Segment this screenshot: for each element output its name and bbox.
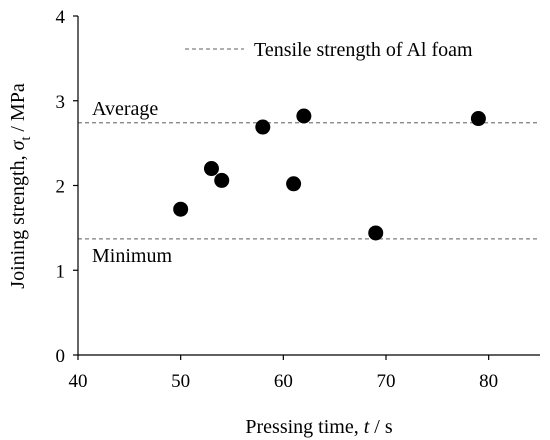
x-tick-label: 40 xyxy=(69,371,88,392)
reference-lines-layer xyxy=(78,122,540,240)
data-point-4 xyxy=(255,119,271,135)
x-axis-label: Pressing time, t / s xyxy=(245,416,392,438)
legend: Tensile strength of Al foam xyxy=(185,39,473,61)
x-axis-label-suffix: / s xyxy=(369,416,393,438)
y-axis-label: Joining strength, σt / MPa xyxy=(7,83,34,289)
x-axis-label-symbol: t xyxy=(364,416,370,438)
average-label: Average xyxy=(92,98,158,120)
y-tick-label: 1 xyxy=(56,261,66,282)
y-axis-label-suffix: / MPa xyxy=(7,83,29,136)
y-tick-label: 4 xyxy=(56,7,66,28)
labels-layer: Average Minimum Pressing time, t / s Joinin… xyxy=(7,83,393,438)
data-points-layer xyxy=(173,108,486,241)
x-tick-label: 50 xyxy=(171,371,190,392)
minimum-label: Minimum xyxy=(92,245,172,267)
axes-layer: 40 50 60 70 80 0 1 2 3 4 xyxy=(56,7,540,392)
x-tick-label: 70 xyxy=(377,371,396,392)
y-tick-label: 0 xyxy=(56,346,66,367)
legend-label: Tensile strength of Al foam xyxy=(254,39,473,61)
x-tick-label: 60 xyxy=(274,371,293,392)
y-axis-label-prefix: Joining strength, xyxy=(7,150,29,288)
data-point-7 xyxy=(368,225,384,241)
y-tick-label: 2 xyxy=(56,177,66,198)
data-point-2 xyxy=(203,161,219,177)
data-point-1 xyxy=(173,201,189,217)
data-point-3 xyxy=(214,172,230,188)
y-axis-label-subscript: t xyxy=(19,137,34,141)
x-axis-label-prefix: Pressing time, xyxy=(245,416,363,438)
data-point-5 xyxy=(286,176,302,192)
x-tick-label: 80 xyxy=(479,371,498,392)
data-point-6 xyxy=(296,108,312,124)
y-tick-label: 3 xyxy=(56,92,66,113)
y-axis-label-symbol: σ xyxy=(7,139,29,150)
data-point-8 xyxy=(470,111,486,127)
